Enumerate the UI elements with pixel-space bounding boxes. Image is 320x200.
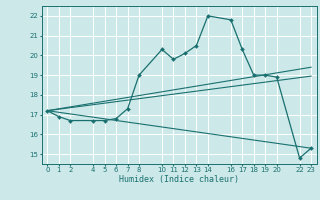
X-axis label: Humidex (Indice chaleur): Humidex (Indice chaleur) <box>119 175 239 184</box>
